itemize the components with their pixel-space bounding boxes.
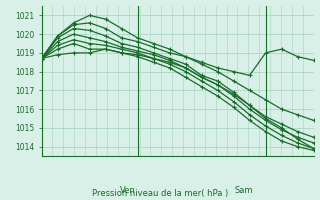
Text: Sam: Sam <box>235 186 253 195</box>
Text: Ven: Ven <box>120 186 135 195</box>
Text: Pression niveau de la mer( hPa ): Pression niveau de la mer( hPa ) <box>92 189 228 198</box>
